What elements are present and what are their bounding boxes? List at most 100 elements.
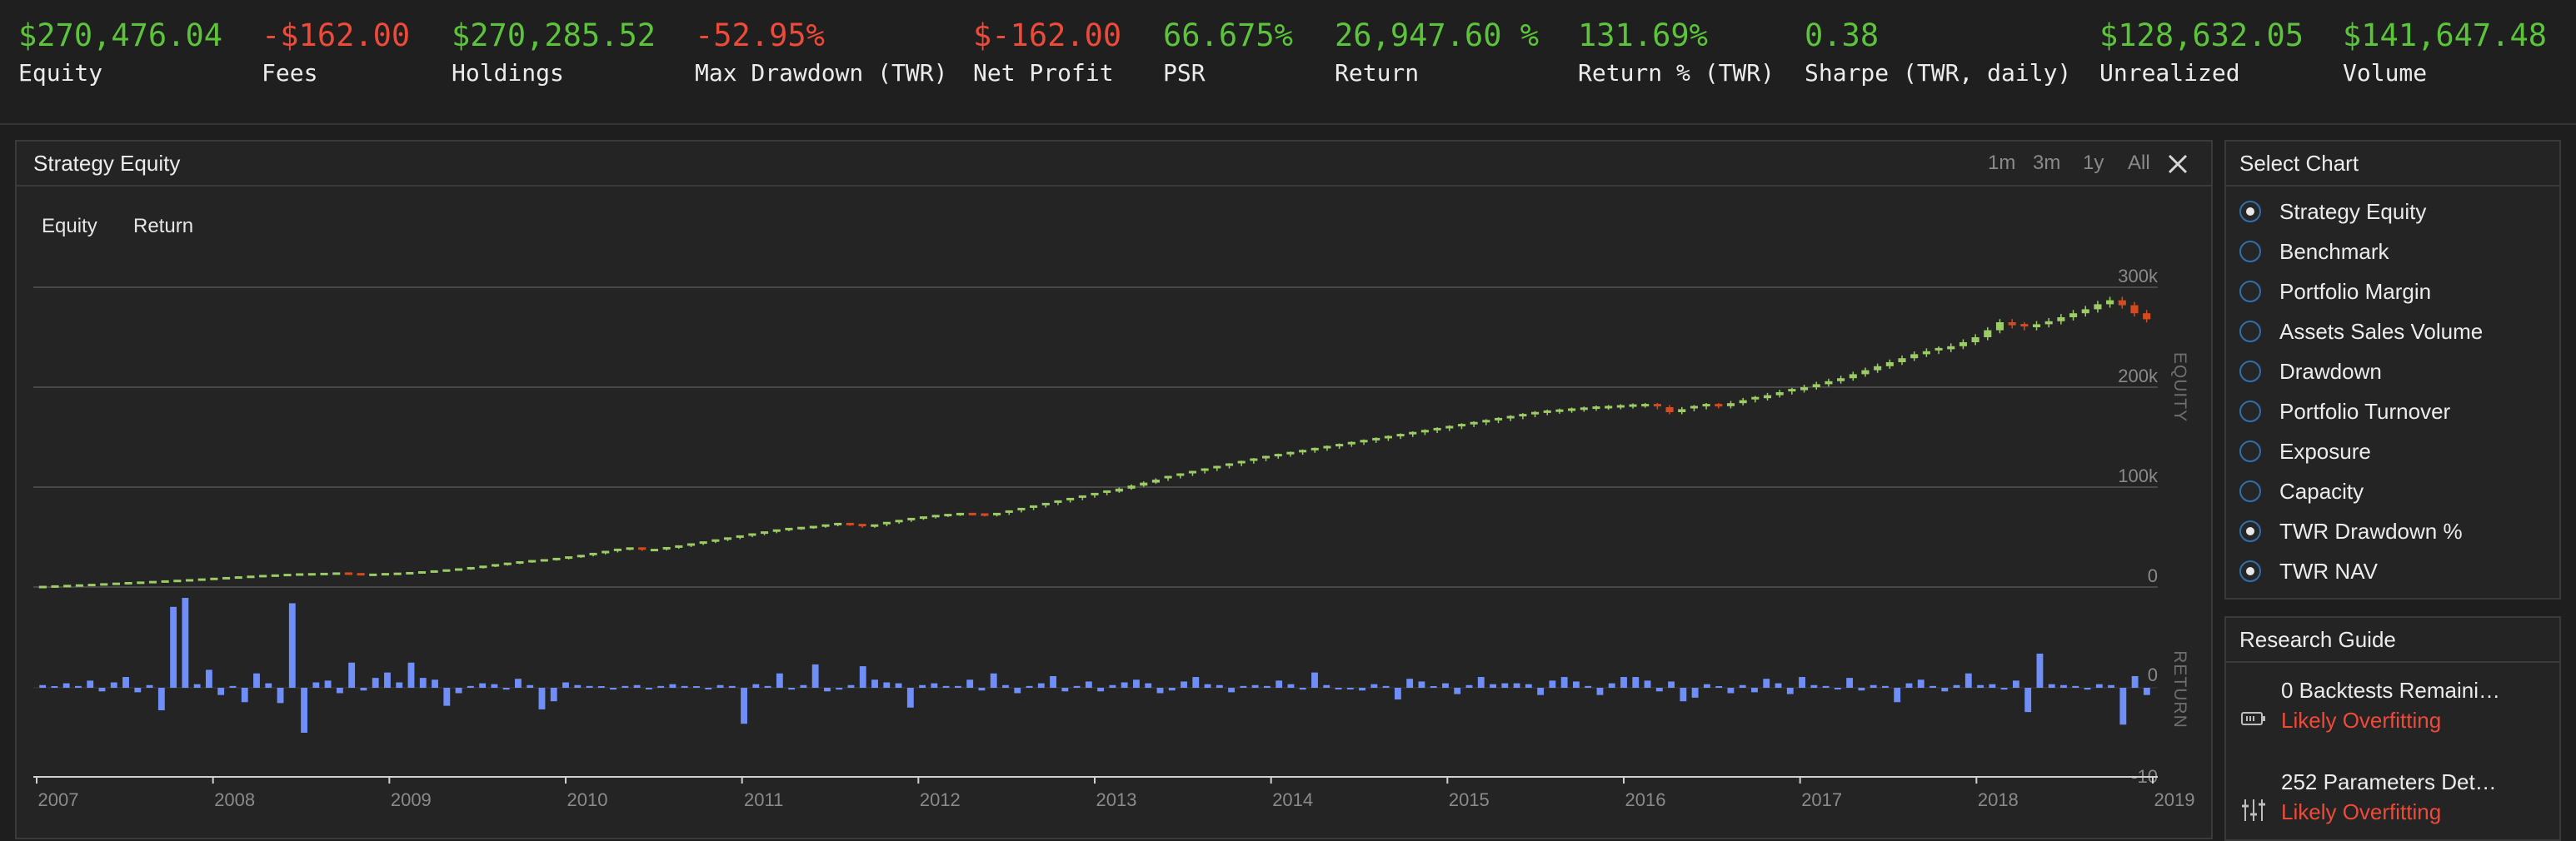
range-all-button[interactable]: All bbox=[2128, 152, 2150, 174]
return-bar bbox=[859, 666, 866, 688]
stat-equity: $270,476.04 Equity bbox=[18, 15, 222, 88]
return-bar bbox=[776, 673, 783, 688]
stat-label: Sharpe (TWR, daily) bbox=[1805, 59, 2072, 87]
return-bar bbox=[1501, 683, 1509, 688]
return-bar bbox=[1715, 686, 1723, 688]
radio-unchecked-icon[interactable] bbox=[2239, 440, 2261, 462]
equity-candle bbox=[602, 550, 610, 554]
return-bar bbox=[1454, 688, 1461, 694]
chart-option-assets-sales-volume[interactable]: Assets Sales Volume bbox=[2239, 316, 2548, 350]
return-bar bbox=[1668, 681, 1675, 688]
return-bar bbox=[1799, 677, 1805, 688]
return-bar bbox=[324, 680, 332, 688]
chart-option-portfolio-margin[interactable]: Portfolio Margin bbox=[2239, 276, 2548, 310]
stat-label: Holdings bbox=[452, 59, 564, 87]
equity-candle bbox=[2032, 324, 2041, 327]
equity-candle bbox=[430, 570, 438, 573]
radio-unchecked-icon[interactable] bbox=[2239, 480, 2261, 502]
return-bar bbox=[716, 684, 724, 688]
stat-return: 26,947.60 % Return bbox=[1335, 15, 1539, 88]
return-bar bbox=[1477, 677, 1485, 688]
equity-candle bbox=[907, 517, 916, 520]
return-bar bbox=[1240, 685, 1247, 688]
equity-candle bbox=[357, 573, 365, 576]
equity-candle bbox=[748, 533, 756, 536]
guide-item-backtests[interactable]: 0 Backtests Remaini… Likely Overfitting bbox=[2239, 676, 2556, 743]
chart-option-drawdown[interactable]: Drawdown bbox=[2239, 356, 2548, 390]
equity-candle bbox=[638, 547, 646, 550]
radio-unchecked-icon[interactable] bbox=[2239, 361, 2261, 382]
equity-candle bbox=[1885, 362, 1894, 366]
return-bar bbox=[1786, 688, 1794, 694]
return-bar bbox=[622, 685, 629, 688]
radio-unchecked-icon[interactable] bbox=[2239, 321, 2261, 342]
stat-value: 66.675% bbox=[1163, 17, 1293, 53]
equity-candle bbox=[454, 568, 463, 571]
stat-value: -$162.00 bbox=[262, 17, 411, 53]
equity-candle bbox=[259, 575, 267, 578]
equity-candle bbox=[1922, 351, 1930, 355]
equity-candle bbox=[981, 513, 989, 516]
equity-candle bbox=[1690, 406, 1698, 409]
return-bar bbox=[1894, 688, 1901, 703]
return-bar bbox=[824, 688, 831, 692]
radio-unchecked-icon[interactable] bbox=[2239, 281, 2261, 302]
equity-candle bbox=[271, 574, 279, 577]
chart-option-exposure[interactable]: Exposure bbox=[2239, 436, 2548, 470]
chart-option-twr-nav[interactable]: TWR NAV bbox=[2239, 556, 2548, 590]
range-1y-button[interactable]: 1y bbox=[2083, 152, 2104, 174]
chart-option-portfolio-turnover[interactable]: Portfolio Turnover bbox=[2239, 396, 2548, 430]
return-bar bbox=[978, 688, 986, 691]
return-bar bbox=[146, 684, 153, 688]
return-bar bbox=[217, 688, 225, 695]
equity-candle bbox=[1568, 408, 1576, 411]
equity-candle bbox=[1788, 389, 1796, 392]
legend-equity[interactable]: Equity bbox=[42, 215, 97, 237]
equity-candle bbox=[1457, 424, 1466, 427]
return-bar bbox=[1870, 684, 1877, 688]
equity-candle bbox=[1947, 346, 1955, 350]
equity-candle bbox=[772, 529, 781, 532]
return-bar bbox=[1549, 680, 1556, 688]
x-tick-label: 2016 bbox=[1625, 789, 1666, 810]
radio-checked-icon[interactable] bbox=[2239, 560, 2261, 582]
equity-candle bbox=[1115, 488, 1123, 492]
return-bar bbox=[527, 684, 534, 688]
radio-unchecked-icon[interactable] bbox=[2239, 401, 2261, 422]
equity-candle bbox=[2069, 313, 2078, 317]
chart-option-label: Exposure bbox=[2279, 439, 2371, 464]
chart-option-strategy-equity[interactable]: Strategy Equity bbox=[2239, 197, 2548, 230]
return-bar bbox=[1810, 684, 1818, 688]
close-icon[interactable] bbox=[2166, 152, 2189, 176]
range-1m-button[interactable]: 1m bbox=[1988, 152, 2016, 174]
equity-candle bbox=[1054, 500, 1062, 503]
equity-candle bbox=[834, 522, 842, 525]
return-bar bbox=[407, 662, 415, 688]
stat-net-profit: $-162.00 Net Profit bbox=[973, 15, 1121, 88]
chart-option-benchmark[interactable]: Benchmark bbox=[2239, 236, 2548, 270]
legend-return[interactable]: Return bbox=[133, 215, 194, 237]
equity-candle bbox=[1800, 387, 1809, 391]
radio-checked-icon[interactable] bbox=[2239, 520, 2261, 542]
equity-candle bbox=[1861, 370, 1870, 375]
guide-item-parameters[interactable]: 252 Parameters Det… Likely Overfitting bbox=[2239, 768, 2556, 834]
equity-candle bbox=[1910, 354, 1919, 359]
radio-dot-icon bbox=[2246, 527, 2254, 535]
equity-candle bbox=[332, 572, 341, 575]
radio-checked-icon[interactable] bbox=[2239, 201, 2261, 222]
equity-candle bbox=[1103, 490, 1111, 493]
equity-candle bbox=[210, 577, 218, 580]
equity-candle bbox=[1164, 475, 1172, 479]
equity-candle bbox=[1739, 400, 1747, 404]
return-bar bbox=[1525, 684, 1532, 688]
radio-unchecked-icon[interactable] bbox=[2239, 241, 2261, 262]
range-3m-button[interactable]: 3m bbox=[2033, 152, 2061, 174]
return-bar bbox=[51, 686, 58, 688]
equity-candle bbox=[956, 512, 965, 515]
chart-option-twr-drawdown[interactable]: TWR Drawdown % bbox=[2239, 516, 2548, 550]
chart-option-capacity[interactable]: Capacity bbox=[2239, 476, 2548, 510]
equity-candle bbox=[577, 555, 585, 558]
chart-grid bbox=[33, 286, 2158, 689]
equity-candle bbox=[1261, 455, 1271, 459]
return-bar bbox=[443, 688, 451, 706]
